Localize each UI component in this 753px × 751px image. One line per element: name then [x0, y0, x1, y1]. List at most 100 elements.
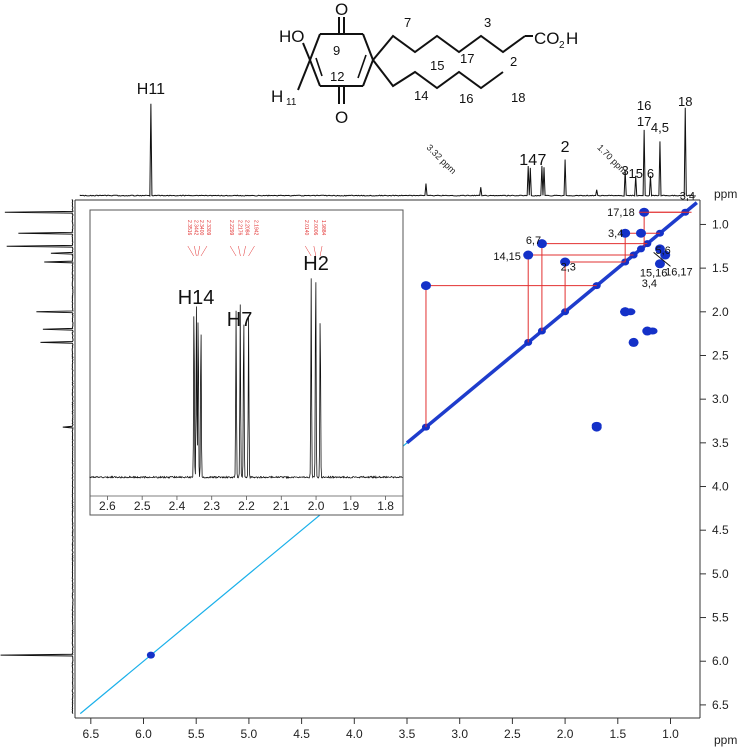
x-tick-label: 4.5	[293, 727, 310, 741]
cross-peak-label: 17,18	[607, 207, 635, 219]
co2h-end: H	[566, 29, 578, 48]
top-projection-label: 17	[637, 114, 651, 129]
left-1d-projection	[1, 200, 73, 714]
cross-peak-label: 3,4	[680, 191, 695, 203]
y-axis: 1.0 1.5 2.0 2.5 3.0 3.5 4.0 4.5 5.0 5.5 6.0 6.5	[700, 217, 729, 711]
cross-peak	[636, 229, 646, 238]
h11-atom-sub: 11	[286, 97, 297, 108]
cross-peak-label: 3,4	[608, 228, 623, 240]
inset-tick-label: 2.5	[134, 499, 151, 513]
atom-number-2: 2	[510, 54, 517, 69]
x-tick-label: 4.0	[346, 727, 363, 741]
cross-peak-cluster	[648, 328, 658, 335]
y-tick-label: 3.5	[712, 436, 729, 450]
cross-peak-cluster	[625, 308, 635, 315]
top-projection-label: 6	[647, 166, 654, 181]
inset-peak-pick-label: 2.3442	[192, 220, 198, 236]
co2h-sub: 2	[559, 40, 565, 51]
co2h-label: CO	[534, 29, 560, 48]
inset-tick-label: 2.0	[308, 499, 325, 513]
y-axis-unit-label: ppm	[714, 187, 737, 201]
cross-peak	[421, 281, 431, 290]
inset-tick-label: 1.8	[377, 499, 394, 513]
atom-number-18: 18	[511, 90, 525, 105]
cross-peak-cluster	[592, 422, 602, 429]
x-tick-label: 6.5	[82, 727, 99, 741]
cross-peak-label: 2,3	[561, 261, 576, 273]
atom-number-7: 7	[404, 15, 411, 30]
inset-tick-label: 2.4	[169, 499, 186, 513]
atom-number-12: 12	[330, 69, 344, 84]
y-tick-label: 1.5	[712, 261, 729, 275]
inset-tick-label: 2.2	[238, 499, 255, 513]
atom-number-9: 9	[333, 43, 340, 58]
cross-peak	[629, 338, 639, 347]
inset-peak-pick-label: 2.3516	[186, 220, 192, 236]
inset-peak-pick-label: 2.0006	[312, 220, 318, 236]
top-projection-label: H11	[137, 81, 165, 98]
inset-peak-pick-label: 2.2176	[236, 220, 242, 236]
inset-tick-label: 2.3	[203, 499, 220, 513]
inset-peak-group-label: H14	[178, 287, 215, 309]
y-tick-label: 6.0	[712, 654, 729, 668]
top-projection-label: 7	[537, 152, 546, 169]
diagonal-peak	[147, 652, 155, 659]
chemical-structure: HO O O H 11 CO 2 H 9 12 7 3 2 17 15 16 1…	[271, 0, 578, 127]
inset-peak-pick-label: 1.9884	[320, 220, 326, 236]
cross-peak-label: 5,6	[655, 245, 670, 257]
oxygen-bottom-label: O	[335, 108, 348, 127]
y-tick-label: 3.0	[712, 392, 729, 406]
diagonal-peak	[637, 245, 645, 252]
x-tick-label: 5.5	[188, 727, 205, 741]
top-projection-label: 15	[628, 166, 642, 181]
inset-peak-pick-label: 2.0140	[303, 220, 309, 236]
top-ppm-annotation: 1.70 ppm	[595, 142, 629, 176]
atom-number-17: 17	[460, 51, 474, 66]
x-tick-label: 1.5	[609, 727, 626, 741]
inset-peak-pick-label: 2.3309	[205, 220, 211, 236]
inset-peak-pick-label: 2.2084	[244, 220, 250, 236]
y-tick-label: 1.0	[712, 217, 729, 231]
atom-number-14: 14	[414, 88, 428, 103]
inset-peak-pick-label: 2.1942	[253, 220, 259, 236]
x-tick-label: 1.0	[662, 727, 679, 741]
inset-peak-group-label: H2	[303, 253, 329, 275]
inset-tick-label: 2.6	[99, 499, 116, 513]
y-tick-label: 6.5	[712, 698, 729, 712]
x-axis: 6.5 6.0 5.5 5.0 4.5 4.0 3.5 3.0 2.5 2.0 1.5 1.0	[82, 718, 679, 741]
y-tick-label: 4.5	[712, 523, 729, 537]
x-tick-label: 2.5	[504, 727, 521, 741]
y-tick-label: 4.0	[712, 480, 729, 494]
inset-tick-label: 1.9	[342, 499, 359, 513]
x-tick-label: 5.0	[241, 727, 258, 741]
top-projection-label: 16	[637, 98, 651, 113]
cross-peak-label: 16,17	[665, 267, 693, 279]
cross-peak-label: 14,15	[493, 251, 521, 263]
diagonal-strong	[407, 203, 697, 443]
top-projection-label: 14	[519, 152, 537, 169]
inset-peak-pick-label: 2.2299	[228, 220, 234, 236]
atom-number-16: 16	[459, 91, 473, 106]
inset-tick-label: 2.1	[273, 499, 290, 513]
x-tick-label: 3.0	[451, 727, 468, 741]
top-projection-label: 18	[678, 94, 692, 109]
x-tick-label: 2.0	[557, 727, 574, 741]
h11-atom-label: H	[271, 87, 283, 106]
top-projection-label: 2	[561, 139, 570, 156]
cross-peak-label: 3,4	[642, 278, 657, 290]
inset-1d-spectrum: 2.6 2.5 2.4 2.3 2.2 2.1 2.0 1.9 1.8 2.3516 2.3442 2…	[90, 210, 403, 515]
top-ppm-annotation: 3.32 ppm	[425, 142, 459, 176]
y-tick-label: 2.5	[712, 348, 729, 362]
oxygen-top-label: O	[335, 0, 348, 19]
y-tick-label: 5.0	[712, 567, 729, 581]
y-tick-label: 5.5	[712, 611, 729, 625]
left-spectrum-trace	[1, 200, 73, 714]
x-axis-unit-label: ppm	[714, 733, 737, 747]
atom-number-15: 15	[430, 58, 444, 73]
cross-peak-label: 6,7	[526, 235, 541, 247]
x-tick-label: 3.5	[399, 727, 416, 741]
cross-peak-labels: 17,186,73,414,152,33,45,615,163,416,17	[493, 191, 695, 290]
top-projection-label: 4,5	[651, 120, 669, 135]
atom-number-3: 3	[484, 15, 491, 30]
